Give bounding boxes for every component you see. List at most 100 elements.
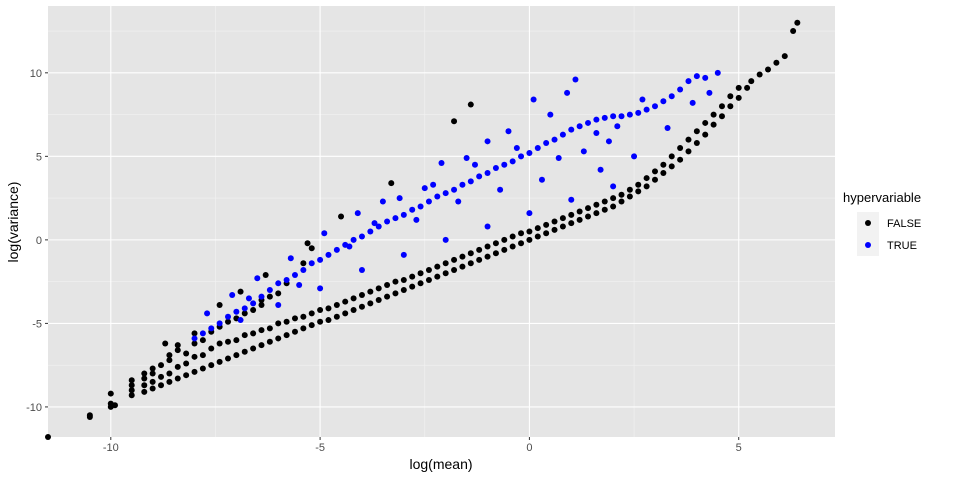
data-point-false: [258, 327, 265, 334]
data-point-false: [250, 330, 257, 337]
data-point-true: [568, 126, 575, 133]
data-point-false: [409, 273, 416, 280]
data-point-false: [291, 328, 298, 335]
data-point-true: [572, 76, 579, 83]
data-point-false: [233, 352, 240, 359]
data-point-false: [174, 347, 181, 354]
data-point-true: [476, 173, 483, 180]
data-point-true: [492, 165, 499, 172]
data-point-true: [643, 106, 650, 113]
data-point-true: [585, 119, 592, 126]
data-point-true: [371, 220, 378, 227]
data-point-false: [275, 320, 282, 327]
data-point-false: [593, 201, 600, 208]
data-point-true: [287, 255, 294, 262]
data-point-true: [543, 139, 550, 146]
data-point-true: [668, 93, 675, 100]
data-point-false: [392, 290, 399, 297]
data-point-false: [585, 213, 592, 220]
data-point-false: [216, 358, 223, 365]
data-point-true: [626, 111, 633, 118]
data-point-false: [576, 216, 583, 223]
data-point-true: [559, 131, 566, 138]
data-point-false: [693, 128, 700, 135]
data-point-false: [685, 136, 692, 143]
data-point-false: [208, 345, 215, 352]
data-point-false: [643, 183, 650, 190]
data-point-false: [86, 412, 93, 419]
y-tick-label: -5: [32, 318, 42, 330]
x-axis-title: log(mean): [409, 456, 472, 472]
data-point-false: [718, 103, 725, 110]
data-point-false: [149, 378, 156, 385]
data-point-false: [585, 205, 592, 212]
data-point-false: [158, 373, 165, 380]
data-point-false: [266, 325, 273, 332]
data-point-false: [275, 290, 282, 297]
data-point-true: [308, 260, 315, 267]
data-point-false: [258, 342, 265, 349]
data-point-false: [467, 250, 474, 257]
data-point-false: [350, 295, 357, 302]
data-point-true: [526, 210, 533, 217]
data-point-true: [551, 136, 558, 143]
data-point-true: [677, 86, 684, 93]
data-point-false: [300, 260, 307, 267]
legend: hypervariable FALSE TRUE: [843, 190, 921, 256]
data-point-false: [618, 191, 625, 198]
data-point-false: [191, 368, 198, 375]
data-point-false: [618, 198, 625, 205]
data-point-true: [618, 113, 625, 120]
data-point-true: [639, 96, 646, 103]
y-tick-label: 10: [30, 68, 42, 80]
x-tick-label: 5: [736, 442, 742, 454]
data-point-false: [434, 273, 441, 280]
data-point-false: [459, 253, 466, 260]
data-point-false: [266, 293, 273, 300]
data-point-false: [551, 226, 558, 233]
data-point-false: [308, 310, 315, 317]
data-point-false: [149, 365, 156, 372]
data-point-false: [509, 243, 516, 250]
data-point-true: [597, 166, 604, 173]
data-point-false: [451, 266, 458, 273]
y-tick-label: 0: [36, 235, 42, 247]
data-point-false: [576, 208, 583, 215]
data-point-false: [400, 276, 407, 283]
data-point-true: [317, 256, 324, 263]
data-point-true: [547, 111, 554, 118]
data-point-true: [651, 103, 658, 110]
y-tick-label: 5: [36, 151, 42, 163]
data-point-true: [400, 211, 407, 218]
data-point-false: [266, 338, 273, 345]
data-point-true: [580, 148, 587, 155]
data-point-false: [735, 84, 742, 91]
data-point-true: [392, 215, 399, 222]
data-point-true: [484, 138, 491, 145]
x-tick-label: 0: [526, 442, 532, 454]
data-point-true: [685, 78, 692, 85]
data-point-false: [543, 230, 550, 237]
data-point-false: [174, 363, 181, 370]
data-point-false: [183, 360, 190, 367]
data-point-true: [191, 335, 198, 342]
data-point-true: [384, 218, 391, 225]
data-point-false: [551, 218, 558, 225]
data-point-false: [409, 283, 416, 290]
data-point-false: [677, 156, 684, 163]
data-point-false: [325, 305, 332, 312]
data-point-false: [141, 382, 148, 389]
data-point-true: [413, 216, 420, 223]
data-point-true: [693, 73, 700, 80]
data-point-false: [128, 377, 135, 384]
data-point-false: [668, 153, 675, 160]
data-point-false: [308, 245, 315, 252]
data-point-false: [559, 215, 566, 222]
data-point-false: [262, 271, 269, 278]
data-point-true: [333, 246, 340, 253]
data-point-false: [451, 118, 458, 125]
data-point-false: [258, 302, 265, 309]
data-point-false: [727, 93, 734, 100]
data-point-true: [350, 236, 357, 243]
data-point-false: [375, 285, 382, 292]
